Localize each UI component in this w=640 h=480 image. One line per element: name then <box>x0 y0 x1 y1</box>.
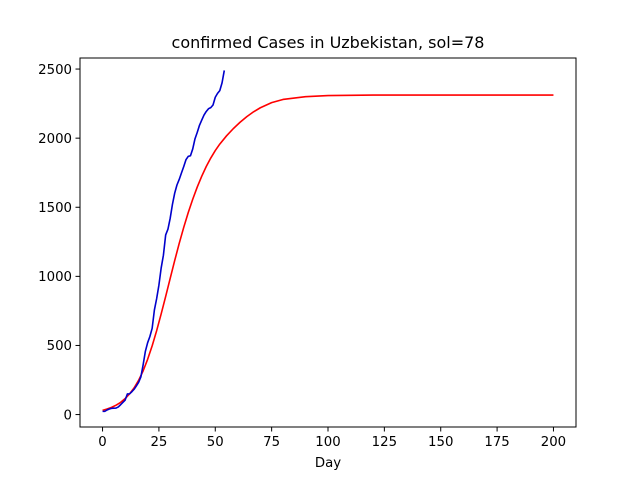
x-tick-label: 0 <box>98 435 106 450</box>
y-tick-label: 2000 <box>38 132 72 147</box>
series-line-0 <box>102 94 554 412</box>
x-tick-label: 175 <box>484 435 509 450</box>
plot-frame <box>79 57 577 428</box>
x-tick-label: 200 <box>541 435 566 450</box>
x-tick-label: 100 <box>315 435 340 450</box>
y-tick-label: 0 <box>64 408 72 423</box>
x-tick-label: 125 <box>372 435 397 450</box>
y-tick-label: 1000 <box>38 270 72 285</box>
series-line-1 <box>102 70 226 413</box>
x-tick-label: 150 <box>428 435 453 450</box>
y-tick-label: 2500 <box>38 63 72 78</box>
y-tick-label: 1500 <box>38 201 72 216</box>
y-axis: 0 500 1000 1500 2000 2500 <box>38 63 80 423</box>
x-tick-label: 75 <box>263 435 280 450</box>
chart-title: confirmed Cases in Uzbekistan, sol=78 <box>172 33 485 52</box>
plot-area <box>102 70 554 413</box>
x-axis: 0 25 50 75 100 125 150 175 200 <box>98 427 566 450</box>
y-tick-label: 500 <box>47 339 72 354</box>
x-tick-label: 50 <box>207 435 224 450</box>
x-axis-label: Day <box>315 456 341 471</box>
x-tick-label: 25 <box>150 435 167 450</box>
